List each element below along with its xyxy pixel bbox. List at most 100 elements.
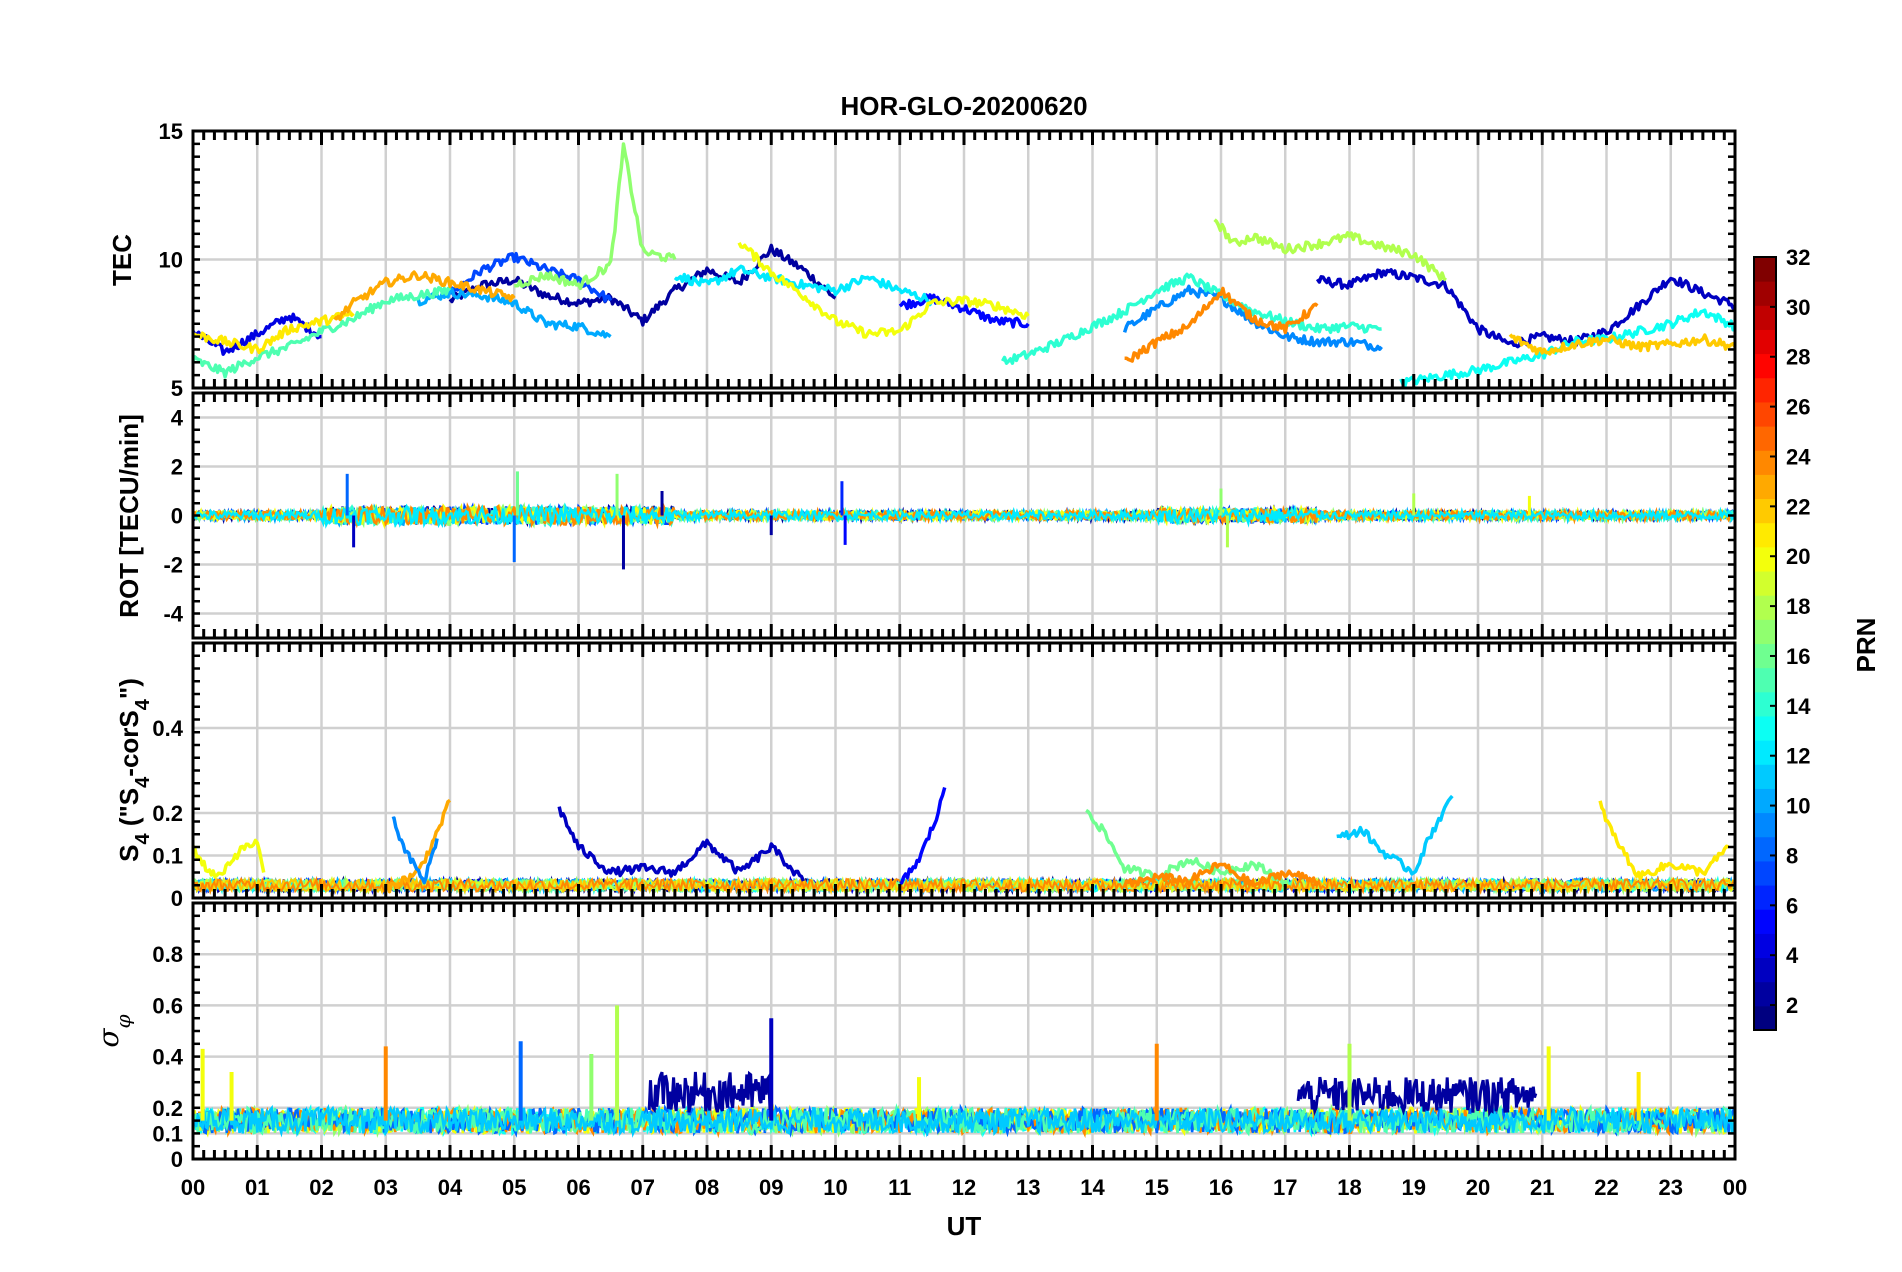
y-tick-label: -2 — [163, 553, 183, 578]
x-tick-label: 22 — [1594, 1175, 1618, 1200]
y-tick-label: 0.2 — [152, 1096, 183, 1121]
y-tick-label: 0.2 — [152, 801, 183, 826]
y-tick-label: 0.6 — [152, 993, 183, 1018]
x-tick-label: 13 — [1016, 1175, 1040, 1200]
colorbar-tick-label: 22 — [1786, 494, 1810, 519]
x-tick-label: 09 — [759, 1175, 783, 1200]
panel-tec: 5 10 15 — [159, 119, 1737, 401]
colorbar-segment — [1754, 595, 1776, 620]
x-tick-label: 12 — [952, 1175, 976, 1200]
x-tick-label: 16 — [1209, 1175, 1233, 1200]
y-label-rot: ROT [TECU/min] — [114, 414, 144, 618]
y-tick-label: 0.4 — [152, 716, 183, 741]
colorbar-segment — [1754, 957, 1776, 983]
colorbar-segment — [1754, 981, 1776, 1007]
colorbar-segment — [1754, 546, 1776, 572]
x-tick-label: 20 — [1466, 1175, 1490, 1200]
series-prn-12 — [673, 264, 934, 307]
figure-title: HOR-GLO-20200620 — [840, 91, 1087, 121]
y-tick-label: 0.1 — [152, 844, 183, 869]
x-tick-label: 03 — [374, 1175, 398, 1200]
x-tick-label: 00 — [181, 1175, 205, 1200]
plot-area-sigma — [193, 1005, 1735, 1139]
panel-s4: 0 0.1 0.2 0.4 — [152, 641, 1737, 911]
colorbar-tick-label: 6 — [1786, 893, 1798, 918]
colorbar-segment — [1754, 305, 1776, 330]
colorbar-segment — [1754, 257, 1776, 282]
series-prn-17 — [514, 142, 677, 291]
sigma-series-prn15 — [193, 1103, 1735, 1137]
colorbar-segment — [1754, 860, 1776, 886]
y-tick-label: 0.8 — [152, 942, 183, 967]
series-prn-16 — [1085, 808, 1287, 886]
colorbar-segment — [1754, 401, 1776, 427]
colorbar-segment — [1754, 450, 1776, 475]
series-prn-3 — [1315, 268, 1735, 349]
series-prn-14 — [1001, 272, 1382, 365]
plot-area-rot — [193, 471, 1735, 570]
y-tick-label: 0 — [171, 1147, 183, 1172]
sigma-band — [1296, 1076, 1538, 1118]
series-prn-21 — [193, 310, 355, 355]
series-prn-18 — [1213, 218, 1447, 282]
x-tick-label: 19 — [1402, 1175, 1426, 1200]
x-tick-label: 23 — [1659, 1175, 1683, 1200]
y-label-sigma-phi: σφ — [92, 1014, 135, 1047]
colorbar-frame — [1753, 256, 1777, 1031]
x-tick-label: 04 — [438, 1175, 463, 1200]
x-tick-label: 11 — [888, 1175, 911, 1200]
colorbar-segment — [1754, 522, 1776, 548]
colorbar-segment — [1754, 1005, 1776, 1031]
colorbar-segment — [1754, 715, 1776, 741]
y-tick-label: 0 — [171, 886, 183, 911]
x-tick-label: 17 — [1273, 1175, 1297, 1200]
colorbar-tick-label: 4 — [1786, 943, 1799, 968]
x-tick-label: 15 — [1145, 1175, 1169, 1200]
colorbar-tick-label: 12 — [1786, 744, 1810, 769]
colorbar-tick-label: 28 — [1786, 345, 1810, 370]
colorbar-segment — [1754, 788, 1776, 814]
colorbar-segment — [1754, 643, 1776, 669]
colorbar-segment — [1754, 377, 1776, 403]
series-prn-5 — [899, 787, 947, 886]
colorbar-tick-label: 30 — [1786, 295, 1810, 320]
colorbar-segment — [1754, 836, 1776, 862]
y-label-s4: S4 ("S4-corS4") — [114, 678, 154, 862]
x-tick-label: 08 — [695, 1175, 719, 1200]
colorbar-segment — [1754, 933, 1776, 959]
x-tick-label: 18 — [1337, 1175, 1361, 1200]
x-axis-label: UT — [947, 1211, 982, 1241]
colorbar-segment — [1754, 426, 1776, 451]
x-tick-label: 14 — [1080, 1175, 1105, 1200]
series-prn-23 — [333, 270, 516, 322]
series-prn-3 — [557, 806, 806, 882]
y-tick-label: 2 — [171, 455, 183, 480]
y-tick-label: 15 — [159, 119, 183, 144]
colorbar-segment — [1754, 691, 1776, 717]
colorbar-segment — [1754, 812, 1776, 838]
series-prn-11 — [1336, 794, 1454, 876]
y-tick-label: 10 — [159, 248, 183, 273]
colorbar-segment — [1754, 667, 1776, 693]
colorbar-segment — [1754, 740, 1776, 765]
y-tick-label: 0 — [171, 504, 183, 529]
colorbar-tick-label: 18 — [1786, 594, 1810, 619]
colorbar-segment — [1754, 329, 1776, 355]
colorbar-tick-label: 2 — [1786, 993, 1798, 1018]
series-prn-20 — [193, 838, 266, 879]
series-prn-9 — [391, 816, 439, 885]
x-tick-label: 05 — [502, 1175, 526, 1200]
series-prn-7 — [448, 251, 613, 303]
series-prn-15 — [193, 286, 452, 379]
x-tick-label: 06 — [566, 1175, 590, 1200]
colorbar-segment — [1754, 498, 1776, 524]
y-tick-label: 0.1 — [152, 1121, 183, 1146]
colorbar-segment — [1754, 281, 1776, 306]
colorbar-tick-label: 26 — [1786, 395, 1810, 420]
series-prn-13 — [1399, 308, 1735, 388]
colorbar-segment — [1754, 353, 1776, 379]
y-tick-label: 0.4 — [152, 1045, 183, 1070]
x-tick-label: 10 — [823, 1175, 847, 1200]
colorbar-label: PRN — [1851, 618, 1881, 673]
